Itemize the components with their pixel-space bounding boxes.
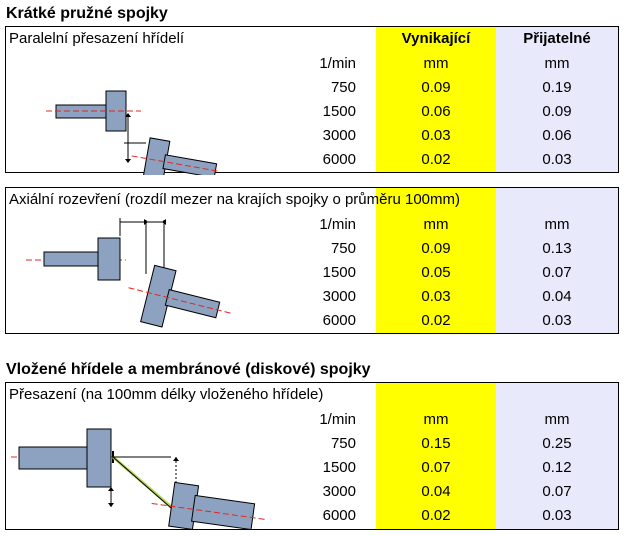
row-acceptable: 0.13 — [542, 240, 572, 257]
row-excellent: 0.06 — [421, 103, 451, 120]
row-acceptable: 0.09 — [542, 103, 572, 120]
unit-excellent: mm — [423, 411, 449, 428]
unit-acceptable: mm — [544, 411, 570, 428]
row-acceptable: 0.03 — [542, 312, 572, 329]
section-1-caption: Paralelní přesazení hřídelí — [9, 30, 185, 47]
unit-excellent: mm — [423, 55, 449, 72]
unit-rpm: 1/min — [319, 411, 356, 428]
row-excellent: 0.09 — [421, 240, 451, 257]
angular-gap-diagram — [26, 218, 231, 328]
row-acceptable: 0.19 — [542, 79, 572, 96]
row-rpm: 3000 — [322, 127, 356, 144]
acceptable-column — [496, 188, 618, 333]
row-acceptable: 0.07 — [542, 483, 572, 500]
section-2-caption: Axiální rozevření (rozdíl mezer na krají… — [9, 191, 460, 208]
row-excellent: 0.02 — [421, 507, 451, 524]
unit-rpm: 1/min — [319, 216, 356, 233]
excellent-column — [376, 188, 496, 333]
acceptable-header: Přijatelné — [523, 30, 591, 47]
row-excellent: 0.04 — [421, 483, 451, 500]
row-rpm: 6000 — [322, 151, 356, 168]
row-rpm: 6000 — [322, 507, 356, 524]
row-excellent: 0.09 — [421, 79, 451, 96]
section-3-caption: Přesazení (na 100mm délky vloženého hříd… — [9, 386, 324, 403]
row-rpm: 1500 — [322, 459, 356, 476]
row-rpm: 750 — [330, 435, 356, 452]
row-rpm: 750 — [330, 79, 356, 96]
acceptable-column — [496, 27, 618, 172]
row-acceptable: 0.07 — [542, 264, 572, 281]
section-1-table: Paralelní přesazení hřídelí Vynikající P… — [5, 26, 619, 175]
row-excellent: 0.07 — [421, 459, 451, 476]
excellent-column — [376, 383, 496, 529]
row-excellent: 0.02 — [421, 312, 451, 329]
row-rpm: 750 — [330, 240, 356, 257]
row-rpm: 1500 — [322, 264, 356, 281]
row-acceptable: 0.06 — [542, 127, 572, 144]
excellent-header: Vynikající — [401, 30, 471, 47]
acceptable-column — [496, 383, 618, 529]
section-2-table: Axiální rozevření (rozdíl mezer na krají… — [5, 187, 619, 334]
section-3-table: Přesazení (na 100mm délky vloženého hříd… — [5, 382, 619, 530]
row-excellent: 0.03 — [421, 127, 451, 144]
row-acceptable: 0.03 — [542, 507, 572, 524]
row-excellent: 0.15 — [421, 435, 451, 452]
row-acceptable: 0.03 — [542, 151, 572, 168]
row-acceptable: 0.04 — [542, 288, 572, 305]
spacer-offset-diagram — [11, 428, 266, 529]
unit-acceptable: mm — [544, 216, 570, 233]
row-rpm: 3000 — [322, 483, 356, 500]
unit-acceptable: mm — [544, 55, 570, 72]
section-1-heading: Krátké pružné spojky — [6, 5, 168, 22]
parallel-offset-diagram — [46, 90, 221, 175]
unit-excellent: mm — [423, 216, 449, 233]
row-excellent: 0.02 — [421, 151, 451, 168]
row-acceptable: 0.12 — [542, 459, 572, 476]
row-excellent: 0.05 — [421, 264, 451, 281]
row-excellent: 0.03 — [421, 288, 451, 305]
row-rpm: 1500 — [322, 103, 356, 120]
unit-rpm: 1/min — [319, 55, 356, 72]
row-rpm: 3000 — [322, 288, 356, 305]
section-3-heading: Vložené hřídele a membránové (diskové) s… — [6, 361, 371, 378]
row-rpm: 6000 — [322, 312, 356, 329]
excellent-column — [376, 27, 496, 172]
row-acceptable: 0.25 — [542, 435, 572, 452]
